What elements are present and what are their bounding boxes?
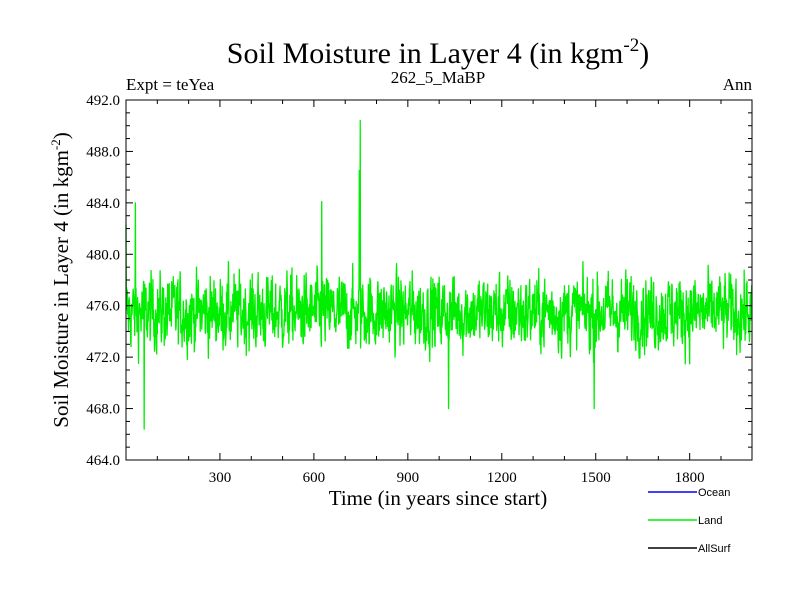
- chart-title: Soil Moisture in Layer 4 (in kgm-2): [227, 35, 649, 70]
- legend: Ocean Land AllSurf: [648, 487, 731, 555]
- x-tick-label: 300: [209, 470, 232, 486]
- subtitle-left: Expt = teYea: [126, 75, 215, 94]
- y-axis-ticks: 464.0 468.0 472.0 476.0 480.0 484.0 488.0 492.0: [86, 93, 752, 469]
- y-tick-label: 488.0: [86, 144, 120, 160]
- x-tick-label: 1500: [581, 470, 611, 486]
- y-axis-label: Soil Moisture in Layer 4 (in kgm-2): [48, 132, 73, 427]
- y-tick-label: 492.0: [86, 93, 120, 109]
- series-line-land: [125, 119, 753, 430]
- x-tick-label: 1800: [675, 470, 705, 486]
- subtitle-right: Ann: [723, 75, 753, 94]
- y-tick-label: 484.0: [86, 196, 120, 212]
- y-axis-label-main: Soil Moisture in Layer 4 (in kgm: [49, 150, 73, 428]
- y-axis-label-sup: -2: [48, 139, 63, 150]
- legend-label-land: Land: [698, 515, 722, 527]
- legend-label-ocean: Ocean: [698, 487, 730, 499]
- y-tick-label: 480.0: [86, 247, 120, 263]
- x-axis-label: Time (in years since start): [329, 486, 548, 510]
- x-tick-label: 600: [303, 470, 326, 486]
- chart-title-sup: -2: [623, 35, 639, 56]
- chart-title-close: ): [639, 37, 649, 70]
- y-tick-label: 468.0: [86, 402, 120, 418]
- y-tick-label: 472.0: [86, 350, 120, 366]
- x-tick-label: 1200: [487, 470, 517, 486]
- legend-label-allsurf: AllSurf: [698, 543, 731, 555]
- plot-area: [125, 119, 753, 430]
- x-tick-label: 900: [397, 470, 420, 486]
- x-axis-ticks: 300 600 900 1200 1500 1800: [156, 100, 722, 486]
- y-axis-label-close: ): [49, 132, 73, 139]
- chart-title-main: Soil Moisture in Layer 4 (in kgm: [227, 37, 624, 70]
- subtitle-center: 262_5_MaBP: [391, 68, 485, 87]
- y-tick-label: 476.0: [86, 299, 120, 315]
- y-tick-label: 464.0: [86, 453, 120, 469]
